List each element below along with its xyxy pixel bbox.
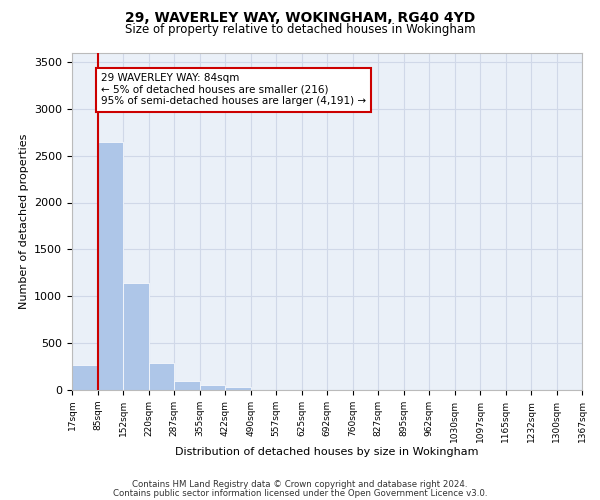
- Text: Contains HM Land Registry data © Crown copyright and database right 2024.: Contains HM Land Registry data © Crown c…: [132, 480, 468, 489]
- Text: Size of property relative to detached houses in Wokingham: Size of property relative to detached ho…: [125, 22, 475, 36]
- Text: 29, WAVERLEY WAY, WOKINGHAM, RG40 4YD: 29, WAVERLEY WAY, WOKINGHAM, RG40 4YD: [125, 11, 475, 25]
- Bar: [98, 142, 124, 390]
- Bar: [123, 283, 149, 390]
- Y-axis label: Number of detached properties: Number of detached properties: [19, 134, 29, 309]
- Bar: [200, 386, 226, 390]
- Text: 29 WAVERLEY WAY: 84sqm
← 5% of detached houses are smaller (216)
95% of semi-det: 29 WAVERLEY WAY: 84sqm ← 5% of detached …: [101, 73, 366, 106]
- Bar: [149, 364, 175, 390]
- Bar: [225, 386, 251, 390]
- X-axis label: Distribution of detached houses by size in Wokingham: Distribution of detached houses by size …: [175, 448, 479, 458]
- Bar: [72, 364, 98, 390]
- Text: Contains public sector information licensed under the Open Government Licence v3: Contains public sector information licen…: [113, 489, 487, 498]
- Bar: [174, 381, 200, 390]
